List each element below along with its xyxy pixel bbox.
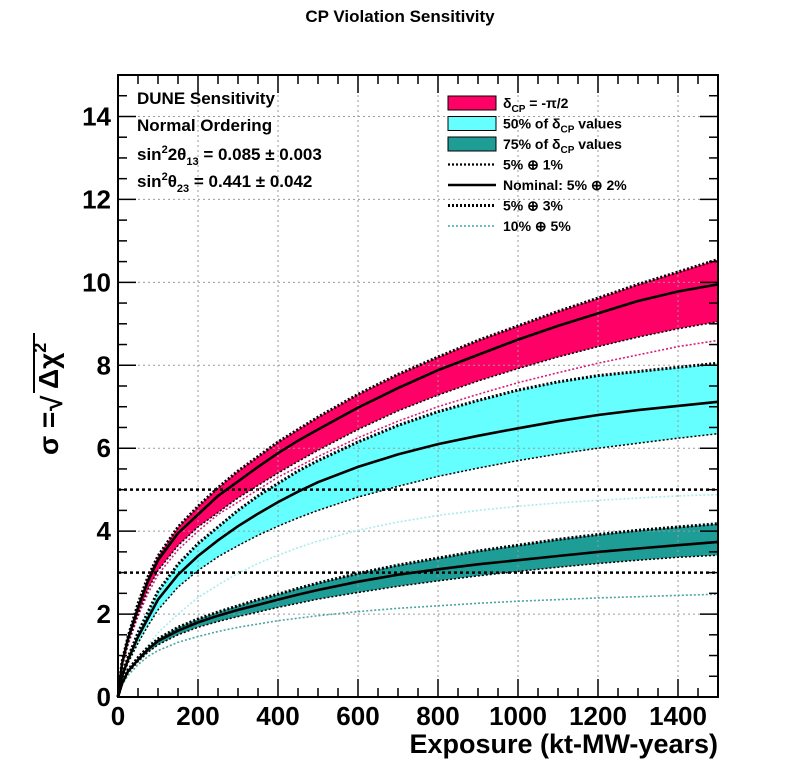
line-upper-2	[116, 522, 719, 698]
x-tick-label-1000: 1000	[489, 701, 547, 731]
legend-label-0: δCP = -π/2	[503, 95, 569, 115]
line-alt-2	[117, 593, 719, 698]
line-lower-1	[117, 432, 719, 698]
line-nominal-0	[116, 283, 719, 698]
x-tick-label-200: 200	[176, 701, 219, 731]
legend-entry-3: 5% ⊕ 1%	[448, 157, 564, 173]
x-tick-label-0: 0	[111, 701, 125, 731]
x-axis-label: Exposure (kt-MW-years)	[409, 729, 718, 759]
bands-layer	[118, 259, 718, 697]
y-tick-label-0: 0	[97, 682, 111, 712]
y-axis-label-text: σ =	[33, 412, 64, 455]
info-line-3: sin2θ23 = 0.441 ± 0.042	[137, 171, 312, 195]
line-lower-2	[117, 554, 719, 698]
axis-ticks	[117, 74, 719, 698]
y-tick-label-2: 2	[97, 599, 111, 629]
legend-entry-2: 75% of δCP values	[447, 136, 622, 156]
x-tick-label-1400: 1400	[649, 701, 707, 731]
x-tick-label-1200: 1200	[569, 701, 627, 731]
legend-swatch-2	[447, 136, 497, 152]
info-line-1: Normal Ordering	[137, 116, 272, 135]
band-1	[118, 363, 718, 697]
y-axis-label-root: Δχ2	[30, 343, 64, 389]
y-axis-label-group: σ = √ Δχ2	[30, 333, 68, 455]
tick-labels: 0 200 400 600 800 1000 1200 1400 0 2 4 6 8 10 12 14	[82, 101, 707, 731]
x-tick-label-800: 800	[416, 701, 459, 731]
legend-label-2: 75% of δCP values	[503, 136, 622, 156]
line-nominal-1	[116, 400, 719, 698]
line-alt-0	[117, 339, 719, 698]
grid-layer	[118, 75, 718, 697]
y-tick-label-6: 6	[97, 433, 111, 463]
band-0	[118, 259, 718, 697]
legend-label-5: 5% ⊕ 3%	[503, 198, 564, 214]
y-tick-label-14: 14	[82, 101, 111, 131]
y-tick-label-8: 8	[97, 350, 111, 380]
info-line-0: DUNE Sensitivity	[137, 89, 275, 108]
y-tick-label-12: 12	[82, 184, 111, 214]
line-nominal-2	[116, 540, 719, 698]
legend-label-1: 50% of δCP values	[503, 116, 622, 136]
legend-entry-5: 5% ⊕ 3%	[448, 198, 564, 214]
line-alt-1	[117, 493, 719, 698]
legend-label-4: Nominal: 5% ⊕ 2%	[503, 177, 627, 193]
legend-entry-4: Nominal: 5% ⊕ 2%	[448, 177, 627, 193]
legend-label-6: 10% ⊕ 5%	[503, 218, 571, 234]
y-tick-label-10: 10	[82, 267, 111, 297]
y-axis-label-radical: √	[37, 395, 68, 411]
line-upper-1	[116, 361, 719, 698]
x-tick-label-600: 600	[336, 701, 379, 731]
info-line-2: sin22θ13 = 0.085 ± 0.003	[137, 144, 322, 168]
info-box: DUNE Sensitivity Normal Ordering sin22θ13 …	[137, 89, 322, 195]
legend-swatch-0	[447, 95, 497, 111]
lines-layer	[116, 258, 719, 698]
y-axis-label: σ = √ Δχ2	[30, 333, 68, 455]
x-tick-label-400: 400	[256, 701, 299, 731]
line-lower-0	[117, 320, 719, 698]
chart-title: CP Violation Sensitivity	[305, 7, 495, 26]
y-tick-label-4: 4	[97, 516, 112, 546]
legend-entry-6: 10% ⊕ 5%	[448, 218, 571, 234]
legend-entry-1: 50% of δCP values	[447, 116, 622, 136]
legend-swatch-1	[447, 116, 497, 131]
legend-label-3: 5% ⊕ 1%	[503, 157, 564, 173]
legend-entry-0: δCP = -π/2	[447, 95, 569, 115]
